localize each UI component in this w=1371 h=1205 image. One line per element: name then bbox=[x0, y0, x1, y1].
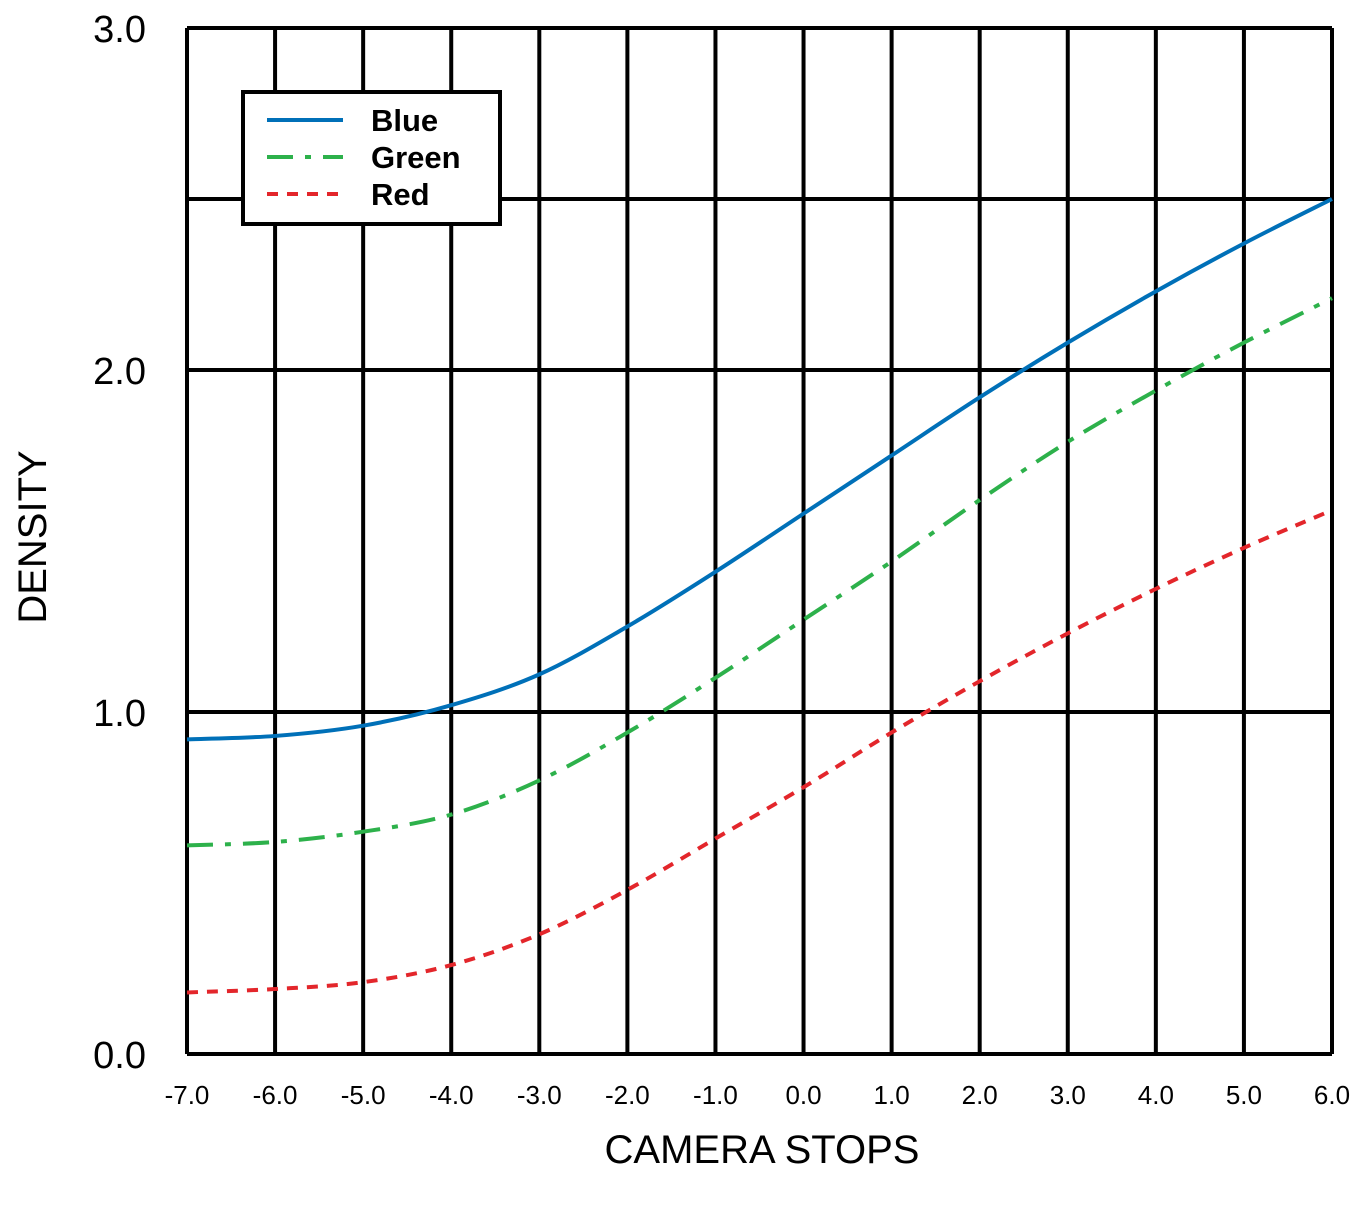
series-line-red bbox=[186, 508, 1333, 995]
x-tick-label: -3.0 bbox=[517, 1080, 562, 1110]
legend-label-blue: Blue bbox=[371, 103, 438, 138]
grid-lines bbox=[185, 26, 1334, 1056]
y-tick-labels: 0.0 1.0 2.0 3.0 bbox=[93, 9, 146, 1077]
x-tick-label: -4.0 bbox=[429, 1080, 474, 1110]
x-tick-label: 0.0 bbox=[785, 1080, 821, 1110]
y-tick-label: 0.0 bbox=[93, 1035, 146, 1077]
y-tick-label: 1.0 bbox=[93, 693, 146, 735]
series-line-green bbox=[186, 296, 1333, 848]
legend-label-green: Green bbox=[371, 140, 461, 175]
x-tick-labels: -7.0 -6.0 -5.0 -4.0 -3.0 -2.0 -1.0 0.0 1.0 2.0 3.0… bbox=[165, 1080, 1350, 1110]
x-tick-label: -1.0 bbox=[693, 1080, 738, 1110]
y-tick-label: 3.0 bbox=[93, 9, 146, 51]
x-axis-title: CAMERA STOPS bbox=[605, 1128, 920, 1172]
y-axis-title: DENSITY bbox=[11, 450, 55, 623]
x-tick-label: 6.0 bbox=[1314, 1080, 1350, 1110]
y-tick-label: 2.0 bbox=[93, 351, 146, 393]
x-tick-label: 3.0 bbox=[1050, 1080, 1086, 1110]
x-tick-label: -6.0 bbox=[253, 1080, 298, 1110]
x-tick-label: -5.0 bbox=[341, 1080, 386, 1110]
series-line-blue bbox=[186, 197, 1333, 742]
x-tick-label: -7.0 bbox=[165, 1080, 210, 1110]
x-tick-label: 1.0 bbox=[874, 1080, 910, 1110]
legend-label-red: Red bbox=[371, 177, 430, 212]
x-tick-label: 5.0 bbox=[1226, 1080, 1262, 1110]
series-lines bbox=[186, 197, 1333, 995]
x-tick-label: -2.0 bbox=[605, 1080, 650, 1110]
x-tick-label: 4.0 bbox=[1138, 1080, 1174, 1110]
x-tick-label: 2.0 bbox=[962, 1080, 998, 1110]
